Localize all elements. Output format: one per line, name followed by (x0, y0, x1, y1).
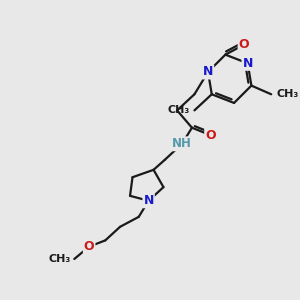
Text: O: O (84, 240, 94, 253)
Text: N: N (203, 65, 213, 79)
Text: N: N (242, 57, 253, 70)
Text: CH₃: CH₃ (48, 254, 70, 264)
Text: O: O (238, 38, 249, 51)
Text: O: O (205, 129, 216, 142)
Text: N: N (143, 194, 154, 207)
Text: NH: NH (172, 137, 192, 150)
Text: CH₃: CH₃ (167, 105, 190, 116)
Text: CH₃: CH₃ (276, 89, 298, 99)
